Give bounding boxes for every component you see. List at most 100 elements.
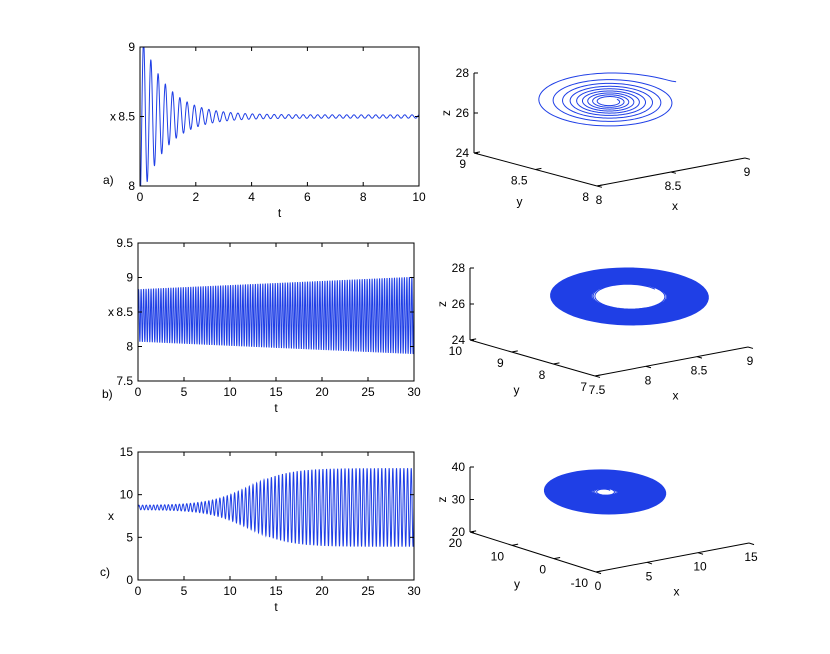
y-tick-label: 8 [582, 190, 589, 204]
z-tick-label: 28 [452, 261, 466, 275]
y-tick-mark [511, 543, 519, 546]
y-tick-label: 10 [491, 549, 505, 563]
y-tick-label: 8.5 [118, 110, 135, 124]
series-line [137, 276, 415, 355]
y-tick-label: 7 [580, 380, 587, 394]
y-tick-label: 10 [449, 344, 463, 358]
z-axis-label: z [435, 497, 449, 503]
panel-label: c) [100, 565, 110, 579]
x-tick-label: 4 [248, 190, 255, 204]
y-tick-label: 9.5 [116, 236, 133, 250]
y-tick-label: 7.5 [116, 374, 133, 388]
y-tick-mark [511, 350, 518, 353]
x-tick-mark [645, 365, 652, 369]
y-tick-label: 8 [126, 340, 133, 354]
y-tick-label: 9 [128, 40, 135, 54]
x-tick-mark [646, 561, 653, 565]
x-tick-label: 30 [407, 584, 421, 598]
z-tick-label: 26 [452, 297, 466, 311]
y-tick-label: 0 [539, 563, 546, 577]
x-tick-label: 15 [269, 385, 283, 399]
y-tick-label: 8 [128, 179, 135, 193]
x-axis-label: x [672, 199, 678, 213]
x-tick-label: 5 [181, 584, 188, 598]
z-tick-label: 26 [456, 106, 470, 120]
x-axis-label: x [674, 585, 680, 599]
series-line [137, 468, 415, 547]
x-tick-label: 25 [361, 385, 375, 399]
y-tick-label: 9 [126, 271, 133, 285]
y-axis-label: y [517, 195, 523, 209]
y-tick-label: 9 [497, 356, 504, 370]
z-tick-label: 20 [452, 525, 466, 539]
y-tick-label: 20 [449, 536, 463, 550]
x-tick-label: 15 [269, 584, 283, 598]
y-axis-label: x [108, 509, 114, 523]
x-axis-label: x [673, 389, 679, 403]
x-tick-label: 20 [315, 385, 329, 399]
y-axis-label: y [514, 383, 520, 397]
x-tick-label: 7.5 [589, 383, 606, 397]
x-tick-label: 15 [744, 550, 758, 564]
x-tick-mark [697, 552, 704, 555]
panel-b-time: 0 5 10 15 20 25 30 7.5 8 8.5 9 9.5 t x b) [102, 236, 421, 415]
x-tick-mark [696, 356, 703, 359]
y-tick-label: 5 [126, 530, 133, 544]
series-line [140, 46, 420, 187]
x-tick-label: 10 [223, 584, 237, 598]
x-tick-label: 2 [192, 190, 199, 204]
x-axis-line [595, 542, 750, 573]
x-tick-label: 10 [223, 385, 237, 399]
x-tick-label: 8.5 [691, 364, 708, 378]
y-axis-line [469, 531, 597, 573]
trajectory-line [550, 267, 709, 326]
y-tick-label: 8 [539, 368, 546, 382]
y-tick-label: 10 [120, 488, 134, 502]
x-tick-label: 9 [747, 354, 754, 368]
x-tick-label: 5 [181, 385, 188, 399]
panel-label: a) [103, 173, 114, 187]
x-tick-label: 10 [412, 190, 426, 204]
z-tick-label: 30 [452, 493, 466, 507]
y-tick-label: 8.5 [511, 174, 528, 188]
y-axis-label: x [108, 305, 114, 319]
y-tick-label: 8.5 [116, 305, 133, 319]
z-tick-label: 24 [452, 333, 466, 347]
y-tick-mark [594, 374, 602, 377]
x-tick-mark [670, 171, 677, 174]
panel-c-time: 0 5 10 15 20 25 30 0 5 10 15 t x c) [100, 445, 421, 614]
x-axis-line [594, 346, 749, 377]
x-axis-label: t [278, 206, 282, 220]
y-tick-mark [553, 557, 561, 560]
y-axis-label: y [514, 577, 520, 591]
z-tick-label: 40 [452, 460, 466, 474]
x-tick-label: 20 [315, 584, 329, 598]
x-tick-label: 0 [595, 579, 602, 593]
x-tick-mark [748, 542, 755, 546]
x-tick-label: 10 [693, 560, 707, 574]
x-axis-label: t [274, 401, 278, 415]
y-axis-line [469, 339, 596, 377]
y-tick-mark [553, 362, 560, 365]
x-tick-label: 9 [744, 165, 751, 179]
z-axis-label: z [435, 301, 449, 307]
x-axis-label: t [274, 600, 278, 614]
y-tick-mark [596, 184, 604, 187]
x-tick-label: 8 [645, 373, 652, 387]
trajectory-line [543, 469, 667, 515]
panel-a-time: 0 2 4 6 8 10 8 8.5 9 t x a) [103, 40, 426, 220]
x-tick-label: 6 [304, 190, 311, 204]
z-axis-label: z [439, 110, 453, 116]
x-tick-label: 0 [137, 190, 144, 204]
x-tick-mark [744, 157, 751, 160]
y-tick-label: 9 [459, 157, 466, 171]
z-tick-label: 24 [456, 146, 470, 160]
x-tick-label: 8 [360, 190, 367, 204]
y-tick-mark [535, 167, 542, 170]
x-tick-label: 25 [361, 584, 375, 598]
x-tick-label: 8.5 [665, 179, 682, 193]
